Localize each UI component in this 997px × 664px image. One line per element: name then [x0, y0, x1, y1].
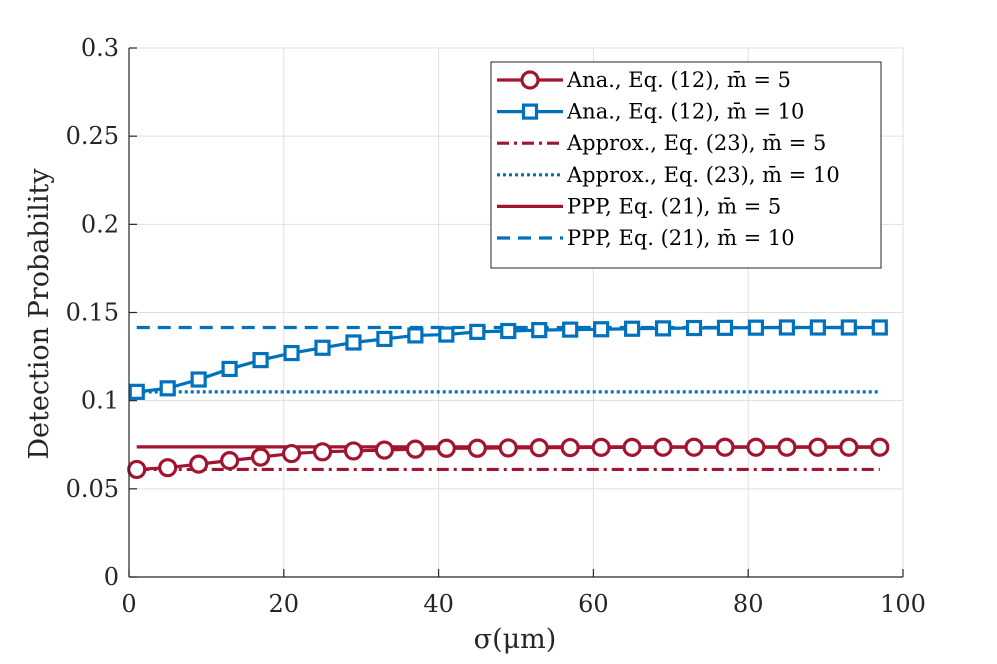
data-point-circle [870, 437, 890, 457]
x-tick-label: 40 [423, 590, 454, 618]
y-tick-label: 0 [104, 563, 119, 591]
data-point-circle [127, 459, 147, 480]
data-point-circle [808, 437, 828, 457]
data-point-square [685, 319, 703, 337]
legend-label: PPP, Eq. (21), m̄ = 5 [567, 194, 781, 218]
x-tick-label: 60 [578, 590, 609, 618]
legend-marker-square [521, 103, 539, 120]
data-point-square [252, 352, 269, 369]
data-point-circle [189, 454, 209, 474]
data-point-square [283, 344, 300, 362]
y-tick-label: 0.2 [81, 210, 119, 238]
data-point-square [159, 380, 176, 397]
data-point-circle [622, 437, 642, 457]
y-tick-label: 0.3 [81, 34, 119, 62]
data-point-square [562, 321, 579, 338]
data-point-circle [436, 438, 456, 458]
data-point-circle [715, 437, 735, 457]
legend-box [490, 61, 882, 269]
tick-labels: 0 20 40 60 80 100 0 0.05 0.1 0.15 0.2 0.25 0.3 [66, 34, 926, 618]
data-point-circle [405, 439, 425, 459]
legend-marker-circle [520, 70, 540, 90]
y-tick-label: 0.25 [66, 122, 119, 150]
y-axis-label: Detection Probability [24, 168, 55, 460]
data-point-circle [746, 437, 766, 457]
data-point-circle [839, 437, 859, 457]
data-point-square [221, 360, 238, 378]
data-point-square [593, 321, 610, 338]
data-point-circle [653, 437, 673, 457]
legend-entry: Ana., Eq. (12), m̄ = 5 [497, 68, 791, 92]
legend-label: Ana., Eq. (12), m̄ = 10 [566, 100, 804, 124]
data-point-circle [498, 438, 518, 458]
data-point-circle [467, 438, 487, 458]
legend-label: PPP, Eq. (21), m̄ = 10 [567, 226, 795, 250]
x-tick-label: 0 [121, 590, 136, 618]
data-point-square [407, 327, 424, 344]
x-tick-label: 80 [733, 590, 764, 618]
data-point-square [469, 323, 486, 340]
legend-entry: Approx., Eq. (23), m̄ = 5 [497, 131, 826, 155]
legend-entry: PPP, Eq. (21), m̄ = 10 [497, 226, 795, 250]
data-point-square [716, 319, 734, 336]
legend-entry: PPP, Eq. (21), m̄ = 5 [497, 194, 781, 218]
legend-label: Ana., Eq. (12), m̄ = 5 [566, 68, 791, 92]
data-point-circle [374, 440, 395, 460]
x-axis-label: σ(μm) [474, 624, 557, 655]
data-point-square [345, 334, 362, 351]
data-point-circle [281, 443, 302, 464]
data-point-square [500, 322, 517, 340]
data-point-circle [591, 437, 611, 457]
data-point-circle [158, 458, 178, 478]
y-tick-label: 0.15 [66, 299, 119, 327]
legend-entry: Ana., Eq. (12), m̄ = 10 [497, 100, 804, 124]
data-point-square [871, 319, 888, 336]
data-point-circle [560, 437, 580, 458]
data-point-square [654, 320, 672, 337]
y-tick-label: 0.1 [81, 387, 119, 415]
legend: Ana., Eq. (12), m̄ = 5 Ana., Eq. (12), m̄… [490, 61, 882, 269]
data-point-circle [529, 438, 549, 458]
data-point-circle [343, 441, 364, 461]
legend-entry: Approx., Eq. (23), m̄ = 10 [497, 163, 840, 187]
legend-label: Approx., Eq. (23), m̄ = 5 [566, 131, 826, 155]
data-point-square [190, 371, 207, 388]
data-point-square [531, 322, 548, 339]
data-point-square [778, 319, 796, 336]
data-point-square [438, 326, 455, 343]
x-tick-label: 20 [269, 590, 300, 618]
data-point-square [840, 319, 857, 336]
data-point-square [376, 330, 393, 348]
data-point-square [623, 320, 641, 337]
data-point-circle [220, 451, 240, 471]
data-point-circle [777, 437, 797, 457]
legend-label: Approx., Eq. (23), m̄ = 10 [566, 163, 840, 187]
data-point-circle [312, 442, 333, 462]
plot-series [127, 319, 890, 480]
axes [128, 47, 904, 578]
data-point-circle [684, 437, 704, 457]
data-point-square [747, 319, 765, 336]
data-point-square [314, 339, 331, 356]
data-point-square [128, 383, 145, 400]
data-point-circle [250, 447, 271, 467]
data-point-square [809, 319, 826, 336]
x-tick-label: 100 [880, 590, 926, 618]
y-tick-label: 0.05 [66, 475, 119, 503]
